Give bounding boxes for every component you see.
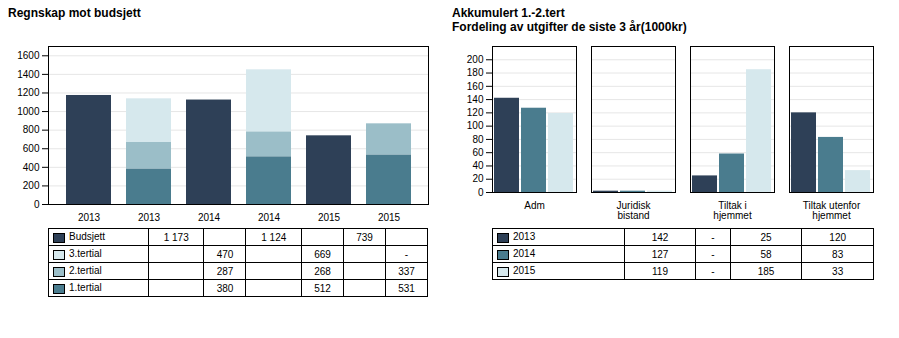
html-text:2.tertial: 2.tertial xyxy=(69,265,102,277)
svg-text:200: 200 xyxy=(23,180,40,191)
html-text:669: 669 xyxy=(314,248,331,260)
html-text:337: 337 xyxy=(398,265,415,277)
svg-text:160: 160 xyxy=(467,81,484,92)
html-text:Akkumulert 1.-2.tert Fordeling: Akkumulert 1.-2.tert Fordeling av utgift… xyxy=(452,6,687,34)
svg-text:1400: 1400 xyxy=(17,69,40,80)
svg-text:Tiltak utenforhjemmet: Tiltak utenforhjemmet xyxy=(803,200,861,221)
html-text:185: 185 xyxy=(757,265,775,277)
svg-text:Juridiskbistand: Juridiskbistand xyxy=(617,200,652,221)
svg-text:0: 0 xyxy=(478,187,484,198)
html-text:1.tertial: 1.tertial xyxy=(69,282,102,294)
html-text:531: 531 xyxy=(398,282,415,294)
svg-text:1200: 1200 xyxy=(17,87,40,98)
svg-text:600: 600 xyxy=(23,143,40,154)
html-text:33: 33 xyxy=(832,265,844,277)
html-text:268: 268 xyxy=(314,265,331,277)
svg-text:2015: 2015 xyxy=(378,212,401,223)
html-text:512: 512 xyxy=(314,282,331,294)
html-text:2015: 2015 xyxy=(513,265,536,277)
svg-text:1000: 1000 xyxy=(17,106,40,117)
svg-text:2013: 2013 xyxy=(138,212,161,223)
html-text:287: 287 xyxy=(216,265,234,277)
svg-text:2014: 2014 xyxy=(198,212,221,223)
svg-text:400: 400 xyxy=(23,162,40,173)
svg-text:80: 80 xyxy=(472,134,484,145)
svg-text:40: 40 xyxy=(472,160,484,171)
svg-text:Tiltak ihjemmet: Tiltak ihjemmet xyxy=(713,200,752,221)
html-text:Regnskap mot budsjett: Regnskap mot budsjett xyxy=(8,6,141,20)
html-text:Budsjett: Budsjett xyxy=(69,231,106,243)
svg-text:180: 180 xyxy=(467,67,484,78)
html-text:120: 120 xyxy=(829,231,846,243)
svg-text:120: 120 xyxy=(467,107,484,118)
html-text:1 173: 1 173 xyxy=(163,231,189,243)
html-text:1 124: 1 124 xyxy=(261,231,287,243)
svg-text:0: 0 xyxy=(34,199,40,210)
svg-text:Adm: Adm xyxy=(524,200,545,211)
html-text:127: 127 xyxy=(651,248,669,260)
html-text:470: 470 xyxy=(216,248,234,260)
svg-text:2013: 2013 xyxy=(78,212,101,223)
html-text:142: 142 xyxy=(651,231,669,243)
svg-text:800: 800 xyxy=(23,124,40,135)
html-text:83: 83 xyxy=(832,248,844,260)
svg-text:100: 100 xyxy=(467,120,484,131)
svg-text:60: 60 xyxy=(472,147,484,158)
svg-text:1600: 1600 xyxy=(17,50,40,61)
html-text:119: 119 xyxy=(652,265,668,277)
html-text:2013: 2013 xyxy=(513,231,536,243)
svg-text:140: 140 xyxy=(467,94,484,105)
html-text:2014: 2014 xyxy=(513,248,536,260)
html-text:58: 58 xyxy=(760,248,772,260)
html-text:3.tertial: 3.tertial xyxy=(69,248,102,260)
html-text:380: 380 xyxy=(216,282,234,294)
svg-text:2014: 2014 xyxy=(258,212,281,223)
html-text:739: 739 xyxy=(356,231,373,243)
svg-text:20: 20 xyxy=(472,173,484,184)
html-text:25: 25 xyxy=(760,231,772,243)
svg-text:200: 200 xyxy=(467,54,484,65)
svg-text:2015: 2015 xyxy=(318,212,341,223)
